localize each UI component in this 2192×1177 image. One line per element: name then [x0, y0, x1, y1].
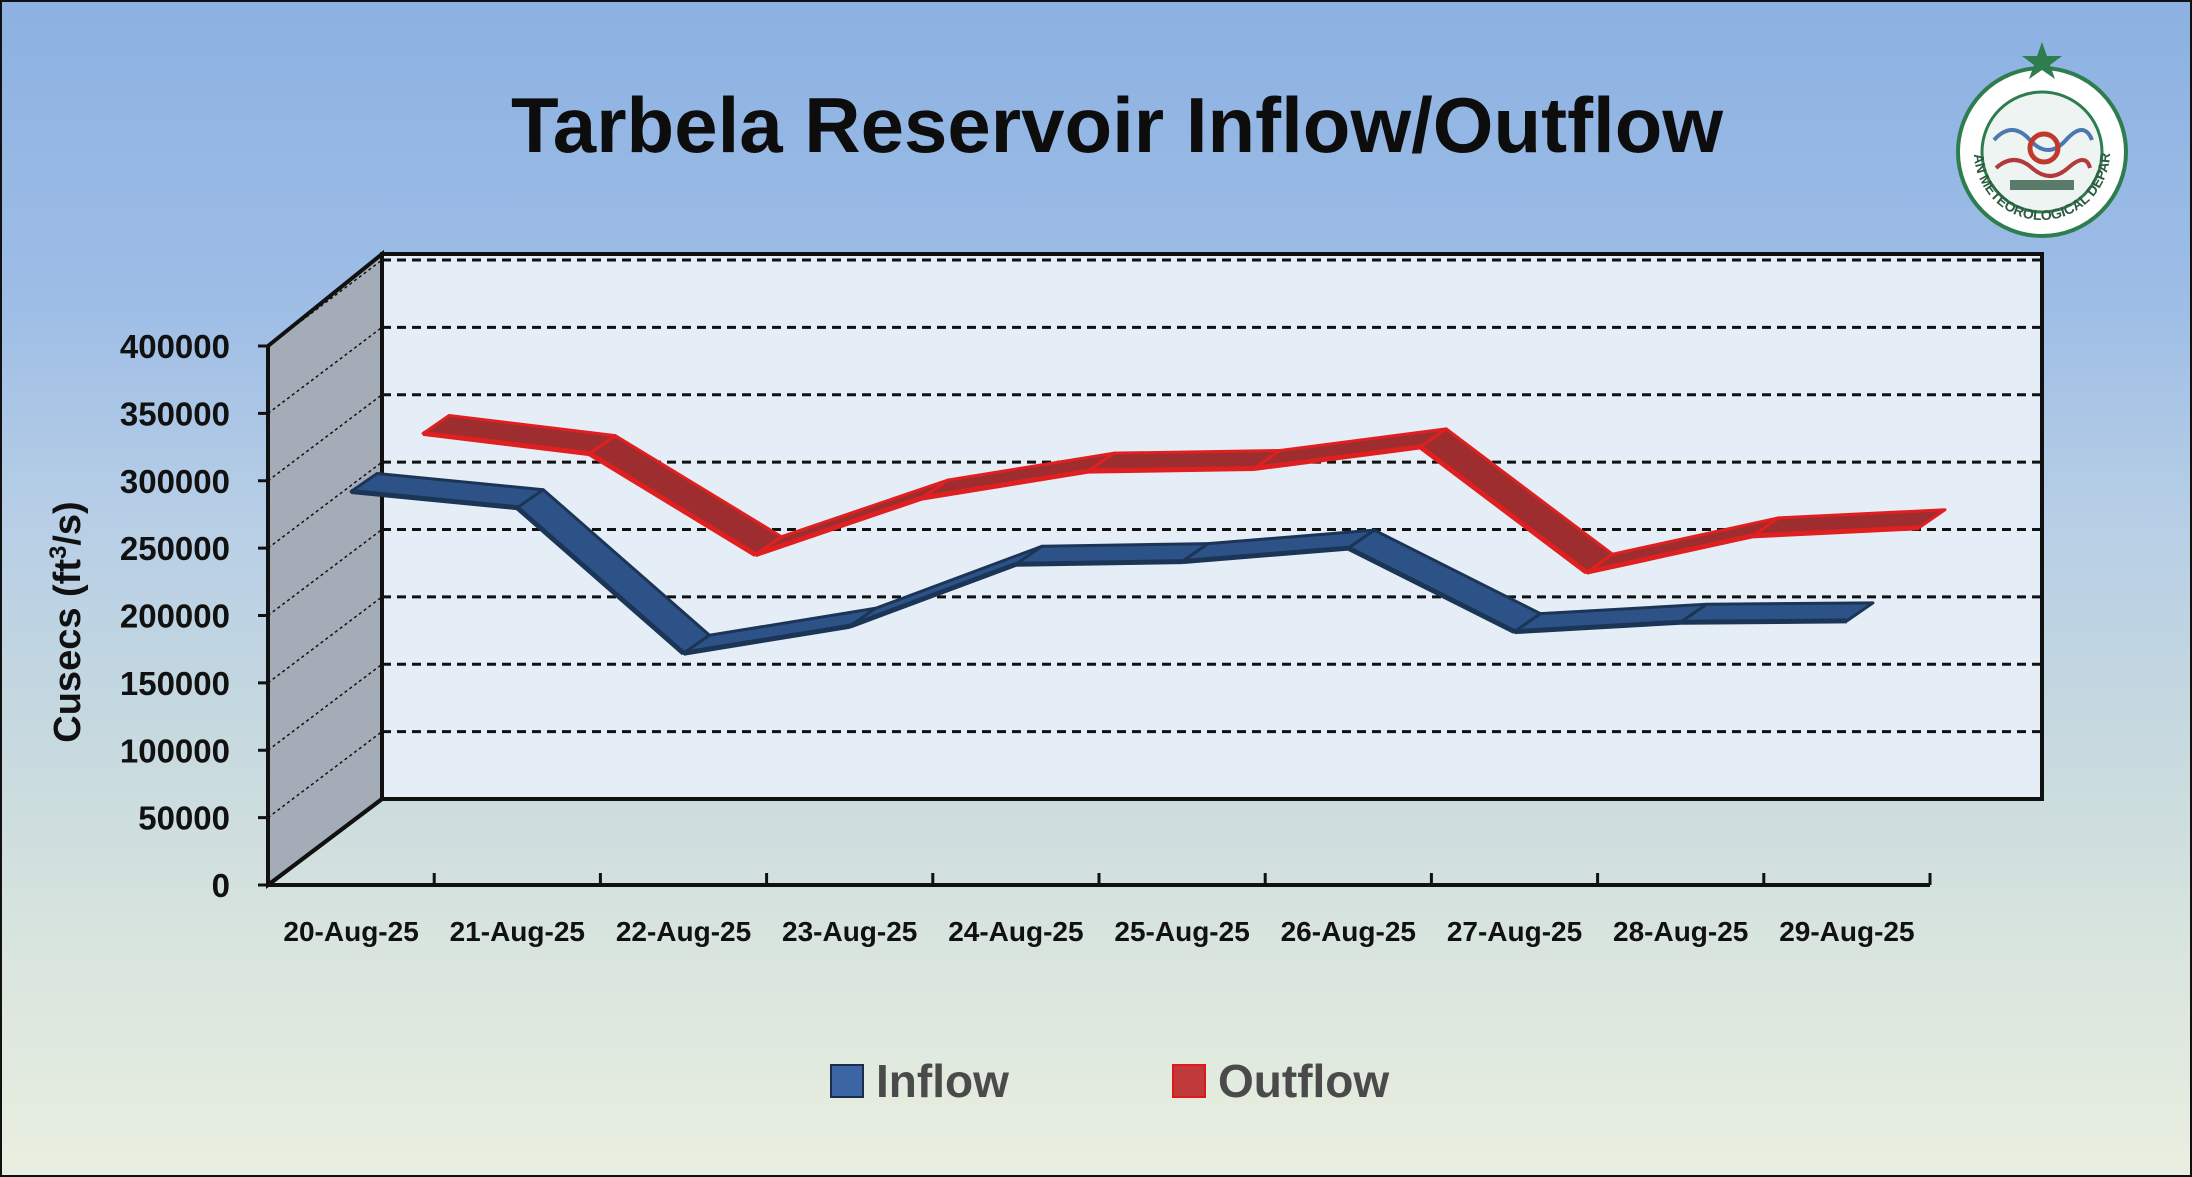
- y-tick-label: 250000: [120, 530, 230, 567]
- x-tick-label: 28-Aug-25: [1613, 916, 1748, 947]
- series-edge: [422, 430, 590, 457]
- series-edge: [1347, 545, 1516, 634]
- y-tick-label: 0: [212, 867, 230, 904]
- y-tick-label: 300000: [120, 463, 230, 500]
- series-inflow: [349, 472, 1875, 656]
- y-tick-label: 50000: [138, 800, 230, 837]
- legend-swatch: [830, 1064, 864, 1098]
- x-tick-label: 26-Aug-25: [1281, 916, 1416, 947]
- y-tick-label: 100000: [120, 732, 230, 769]
- x-tick-label: 24-Aug-25: [948, 916, 1083, 947]
- series-edge: [754, 495, 923, 558]
- y-tick-label: 400000: [120, 328, 230, 365]
- series-edge: [1418, 444, 1589, 575]
- y-axis-label: Cusecs (ft3/s): [45, 501, 89, 742]
- x-tick-label: 27-Aug-25: [1447, 916, 1582, 947]
- series-edge: [1087, 465, 1255, 474]
- x-tick-label: 23-Aug-25: [782, 916, 917, 947]
- y-tick-label: 200000: [120, 598, 230, 635]
- series-edge: [921, 468, 1089, 501]
- series-outflow: [421, 413, 1947, 575]
- series-edge: [1015, 559, 1183, 567]
- floor-edge: [266, 797, 384, 887]
- chart-legend: Inflow Outflow: [2, 1054, 2192, 1114]
- series-edge: [1680, 618, 1847, 625]
- legend-swatch: [1172, 1064, 1206, 1098]
- series-edge: [350, 489, 518, 511]
- series-edge: [1585, 533, 1754, 575]
- x-tick-label: 22-Aug-25: [616, 916, 751, 947]
- y-tick-label: 350000: [120, 395, 230, 432]
- chart-title: Tarbela Reservoir Inflow/Outflow: [510, 81, 1724, 169]
- y-tick-label: 150000: [120, 665, 230, 702]
- legend-label: Inflow: [876, 1055, 1009, 1107]
- series-edge: [1752, 525, 1920, 539]
- legend-label: Outflow: [1218, 1055, 1390, 1107]
- series-edge: [1181, 545, 1349, 565]
- series-edge: [848, 561, 1017, 629]
- x-tick-label: 25-Aug-25: [1114, 916, 1249, 947]
- series-edge: [515, 505, 686, 656]
- legend-item-outflow: Outflow: [1172, 1054, 1389, 1108]
- pmd-logo: PAKISTAN METEOROLOGICAL DEPARTMENT: [1952, 40, 2128, 238]
- x-tick-label: 20-Aug-25: [283, 916, 418, 947]
- legend-item-inflow: Inflow: [830, 1054, 1009, 1108]
- x-tick-label: 29-Aug-25: [1779, 916, 1914, 947]
- series-edge: [588, 451, 757, 557]
- x-tick-label: 21-Aug-25: [450, 916, 585, 947]
- series-edge: [683, 623, 851, 656]
- series-edge: [1253, 444, 1421, 471]
- side-wall: [266, 249, 384, 890]
- series-edge: [1514, 619, 1681, 635]
